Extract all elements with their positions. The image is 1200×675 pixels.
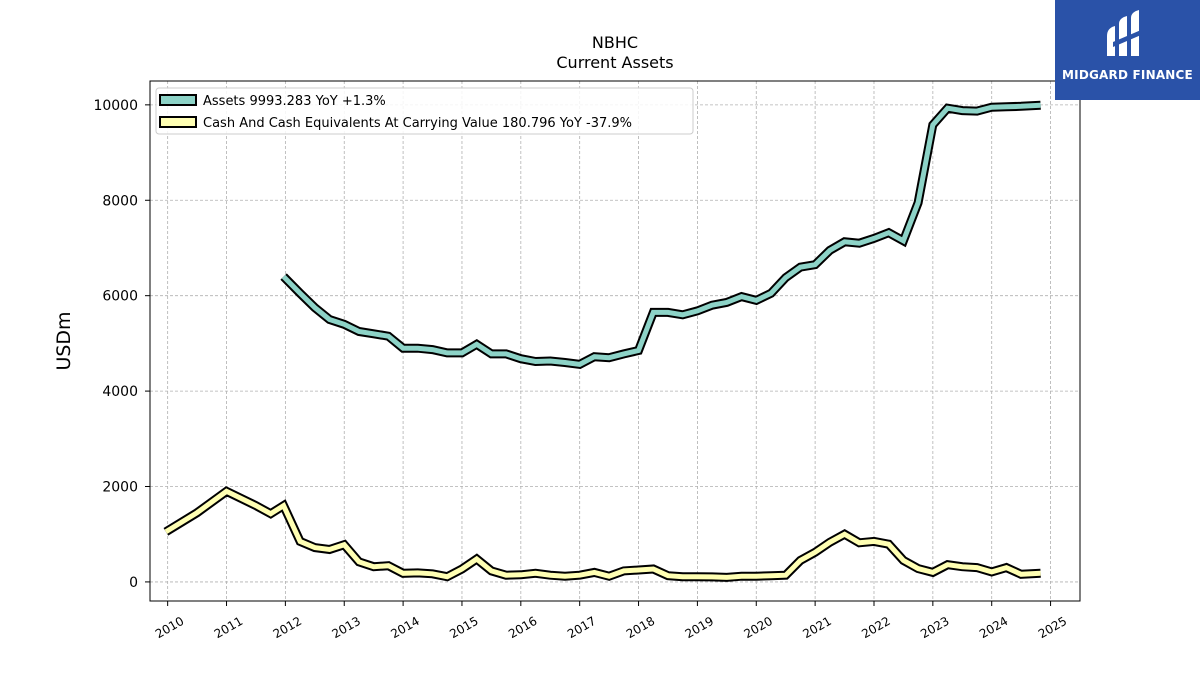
y-tick-label: 2000: [102, 480, 138, 496]
y-tick-label: 4000: [102, 384, 138, 400]
y-tick-label: 0: [129, 575, 138, 591]
legend-label-0: Assets 9993.283 YoY +1.3%: [203, 94, 386, 109]
chart-title: NBHC: [592, 33, 638, 52]
y-tick-label: 10000: [93, 98, 138, 114]
legend: Assets 9993.283 YoY +1.3% Cash And Cash E…: [155, 87, 694, 135]
plot-frame: [149, 80, 1081, 602]
brand-logo-text: MIDGARD FINANCE: [1062, 68, 1193, 82]
y-tick-label: 8000: [102, 193, 138, 209]
y-axis-label: USDm: [53, 311, 75, 370]
legend-swatch-0: [159, 94, 197, 106]
chart-subtitle: Current Assets: [556, 53, 673, 72]
series-group: [163, 100, 1041, 582]
series-line-cash: [164, 488, 1041, 580]
brand-logo: MIDGARD FINANCE: [1055, 0, 1200, 100]
legend-label-1: Cash And Cash Equivalents At Carrying Va…: [203, 116, 632, 131]
legend-box: [155, 87, 694, 135]
series-line-assets: [281, 102, 1041, 367]
grid: [150, 81, 1080, 601]
y-tick-label: 6000: [102, 289, 138, 305]
midgard-logo-icon: [1107, 10, 1141, 56]
legend-swatch-1: [159, 116, 197, 128]
